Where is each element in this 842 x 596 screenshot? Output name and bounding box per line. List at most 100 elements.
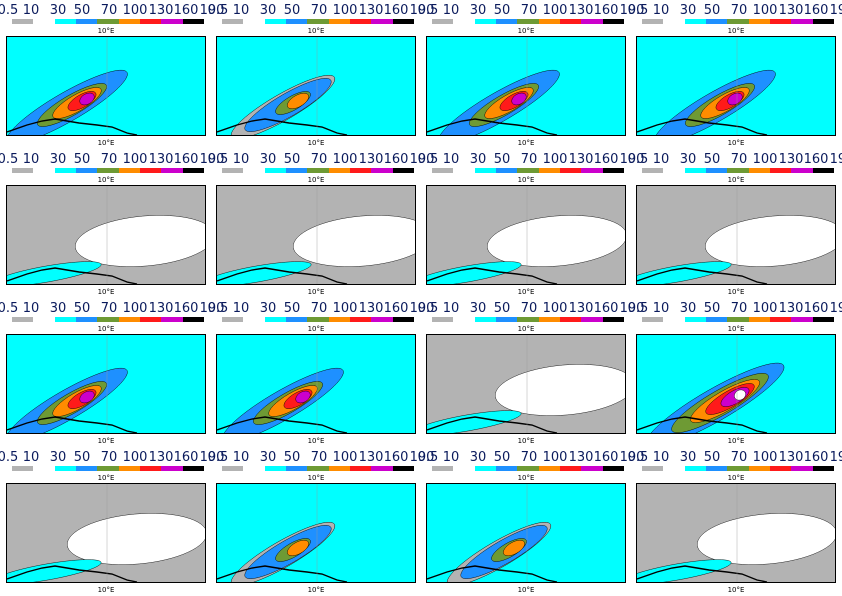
precipitation-contour [79,92,95,106]
legend-swatch [727,466,749,471]
legend-label: 190 [829,301,842,316]
legend-label: 190 [199,3,225,18]
legend-label: 190 [409,3,435,18]
legend-label: 160 [593,152,619,167]
map-canvas [217,484,415,582]
legend-label: 10 [232,152,250,167]
legend-color-bar [222,168,414,173]
legend-swatch [222,168,244,173]
legend-label: 70 [310,152,328,167]
legend-swatch [307,19,329,24]
legend-swatch [495,19,518,24]
legend-label: 130 [778,450,804,465]
legend-label: 50 [493,3,511,18]
precipitation-map [426,483,626,583]
legend-swatch [663,317,685,322]
legend-swatch [705,19,728,24]
longitude-tick-top: 10°E [517,27,535,35]
legend-label: 100 [542,152,568,167]
precipitation-map [6,36,206,136]
legend-swatch [222,19,244,24]
legend-swatch [517,466,539,471]
legend-label: 130 [148,301,174,316]
legend-label: 190 [619,152,645,167]
legend-label: 70 [100,3,118,18]
legend-label: 190 [619,301,645,316]
legend-label: 100 [752,301,778,316]
precipitation-map [216,483,416,583]
legend-swatch [602,317,624,322]
legend-swatch [727,317,749,322]
legend-label: 30 [469,301,487,316]
legend-label: 30 [259,301,277,316]
legend-label: 0.5 [627,450,649,465]
legend-label: 10 [232,3,250,18]
legend-swatch [474,168,496,173]
map-canvas [7,335,205,433]
longitude-tick-top: 10°E [307,474,325,482]
legend-swatch [33,317,55,322]
legend-label: 100 [542,3,568,18]
legend-label: 10 [652,152,670,167]
longitude-tick-top: 10°E [97,474,115,482]
legend-swatch [602,466,624,471]
legend-swatch [75,168,98,173]
legend-swatch [264,317,286,322]
legend-swatch [812,19,834,24]
longitude-tick-bottom: 10°E [727,288,745,296]
legend-swatch [182,168,204,173]
legend-label: 160 [803,3,829,18]
legend-color-bar [432,466,624,471]
legend-swatch [538,19,560,24]
legend-swatch [748,466,770,471]
legend-swatch [328,19,350,24]
longitude-tick-bottom: 10°E [307,586,325,594]
legend-color-bar [12,19,204,24]
legend-swatch [371,168,393,173]
legend-color-bar [642,19,834,24]
precipitation-map [6,185,206,285]
longitude-tick-bottom: 10°E [97,586,115,594]
legend-label: 130 [358,301,384,316]
legend-swatch [432,19,454,24]
legend-label: 50 [703,3,721,18]
legend-label: 0.5 [627,301,649,316]
legend-label: 10 [652,301,670,316]
legend-swatch [453,317,475,322]
legend-swatch [222,317,244,322]
legend-swatch [684,19,706,24]
precipitation-map [636,483,836,583]
legend-label: 30 [469,450,487,465]
legend-label: 130 [568,152,594,167]
legend-swatch [812,168,834,173]
legend-swatch [769,168,792,173]
precipitation-map [636,36,836,136]
precipitation-contour [427,261,522,284]
coastline [427,267,558,284]
map-canvas [7,37,205,135]
legend-swatch [12,466,34,471]
map-canvas [427,186,625,284]
coastline [637,267,768,284]
legend-color-bar [222,317,414,322]
legend-swatch [663,466,685,471]
legend-label: 130 [568,3,594,18]
legend-swatch [349,317,372,322]
legend-label: 70 [310,450,328,465]
legend-label: 0.5 [417,3,439,18]
precipitation-contour [697,513,835,565]
legend-swatch [705,466,728,471]
legend-label: 0.5 [207,301,229,316]
precipitation-contour [705,215,835,267]
legend-label: 160 [173,3,199,18]
